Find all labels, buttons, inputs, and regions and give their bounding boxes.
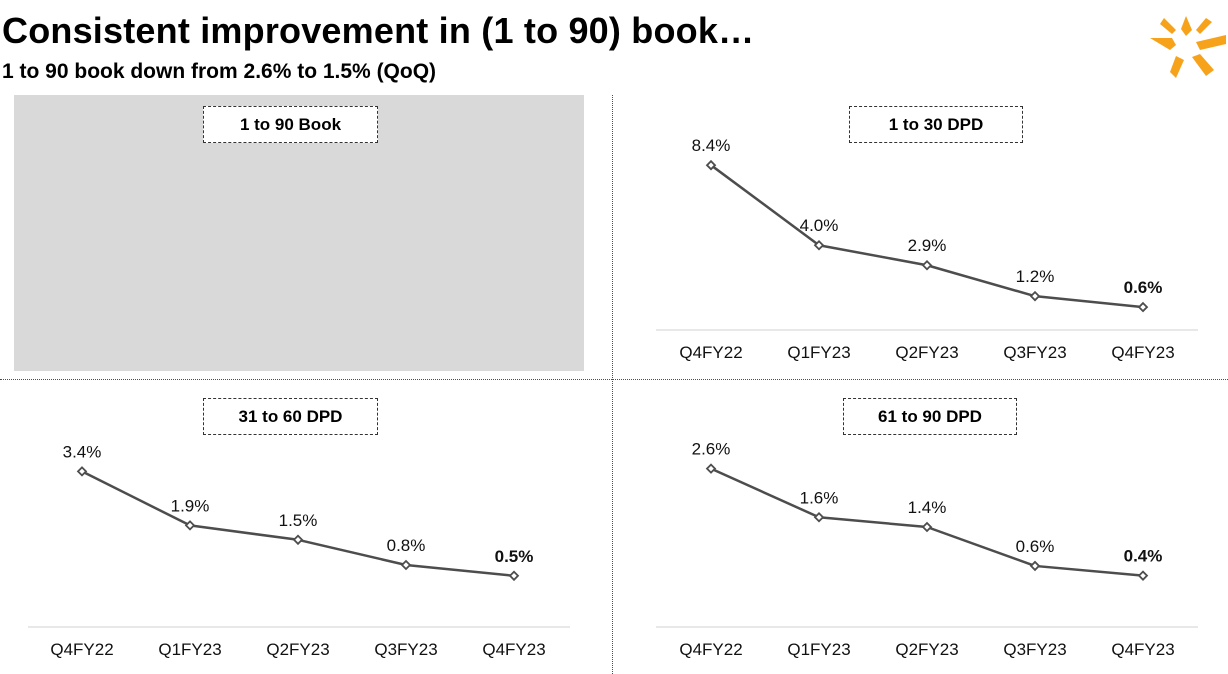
data-point-marker — [813, 239, 825, 251]
chart-title-61-to-90-dpd: 61 to 90 DPD — [843, 398, 1017, 435]
data-point-marker — [1137, 301, 1149, 313]
data-point-marker — [705, 159, 717, 171]
data-label: 8.4% — [692, 136, 731, 155]
x-tick-label: Q4FY22 — [50, 640, 113, 659]
chart-title-31-to-60-dpd: 31 to 60 DPD — [203, 398, 378, 435]
data-label: 2.6% — [692, 440, 731, 459]
data-label: 0.6% — [1124, 278, 1163, 297]
data-point-marker — [184, 520, 196, 531]
x-tick-label: Q1FY23 — [787, 640, 850, 659]
line-chart-31-to-60-dpd: 3.4% Q4FY22 1.9% Q1FY23 1.5% Q2FY23 0.8% Q3FY23… — [28, 442, 570, 659]
x-tick-label: Q2FY23 — [266, 640, 329, 659]
chart-title-1-to-30-dpd: 1 to 30 DPD — [849, 106, 1023, 143]
data-label: 0.8% — [387, 536, 426, 555]
x-tick-label: Q1FY23 — [787, 343, 850, 362]
data-point-marker — [813, 511, 825, 523]
data-label: 1.5% — [279, 511, 318, 530]
data-point-marker — [1029, 290, 1041, 302]
data-label: 1.9% — [171, 496, 210, 515]
line-chart-61-to-90-dpd: 2.6% Q4FY22 1.6% Q1FY23 1.4% Q2FY23 0.6% Q3FY23… — [656, 440, 1198, 659]
x-tick-label: Q4FY23 — [1111, 640, 1174, 659]
sunburst-logo-icon — [1150, 16, 1226, 78]
page-subtitle: 1 to 90 book down from 2.6% to 1.5% (QoQ… — [2, 60, 437, 83]
data-point-marker — [292, 534, 304, 546]
data-point-marker — [921, 521, 933, 533]
vertical-divider — [612, 95, 613, 674]
data-label: 1.6% — [800, 488, 839, 507]
chart-panel-1-to-30-dpd: 8.4% Q4FY22 4.0% Q1FY23 2.9% Q2FY23 1.2% Q3FY23… — [642, 95, 1212, 371]
data-label: 0.5% — [495, 547, 534, 566]
x-tick-label: Q2FY23 — [895, 343, 958, 362]
data-point-marker — [400, 559, 412, 571]
data-label: 3.4% — [63, 442, 102, 461]
data-label: 0.6% — [1016, 537, 1055, 556]
data-label: 2.9% — [908, 236, 947, 255]
data-point-marker — [1137, 570, 1149, 581]
x-tick-label: Q4FY23 — [1111, 343, 1174, 362]
data-point-marker — [921, 259, 933, 271]
data-label: 1.2% — [1016, 267, 1055, 286]
x-tick-label: Q3FY23 — [374, 640, 437, 659]
data-label: 4.0% — [800, 216, 839, 235]
x-tick-label: Q2FY23 — [895, 640, 958, 659]
chart-panel-31-to-60-dpd: 3.4% Q4FY22 1.9% Q1FY23 1.5% Q2FY23 0.8% Q3FY23… — [14, 387, 584, 674]
page-title: Consistent improvement in (1 to 90) book… — [2, 10, 755, 51]
data-point-marker — [705, 463, 717, 474]
x-tick-label: Q4FY22 — [679, 343, 742, 362]
x-tick-label: Q4FY23 — [482, 640, 545, 659]
data-label: 1.4% — [908, 498, 947, 517]
data-point-marker — [508, 570, 520, 582]
chart-panel-1-to-90-book: 14.4%Q4FY227.5%Q1FY235.7%Q2FY232.6%Q3FY2… — [14, 95, 584, 371]
data-label: 0.4% — [1124, 547, 1163, 566]
data-point-marker — [76, 466, 88, 477]
data-point-marker — [1029, 560, 1041, 572]
x-tick-label: Q3FY23 — [1003, 640, 1066, 659]
chart-title-1-to-90-book: 1 to 90 Book — [203, 106, 378, 143]
line-chart-1-to-30-dpd: 8.4% Q4FY22 4.0% Q1FY23 2.9% Q2FY23 1.2% Q3FY23… — [656, 136, 1198, 362]
x-tick-label: Q1FY23 — [158, 640, 221, 659]
x-tick-label: Q4FY22 — [679, 640, 742, 659]
horizontal-divider — [0, 379, 1228, 380]
chart-panel-61-to-90-dpd: 2.6% Q4FY22 1.6% Q1FY23 1.4% Q2FY23 0.6% Q3FY23… — [642, 387, 1212, 674]
x-tick-label: Q3FY23 — [1003, 343, 1066, 362]
